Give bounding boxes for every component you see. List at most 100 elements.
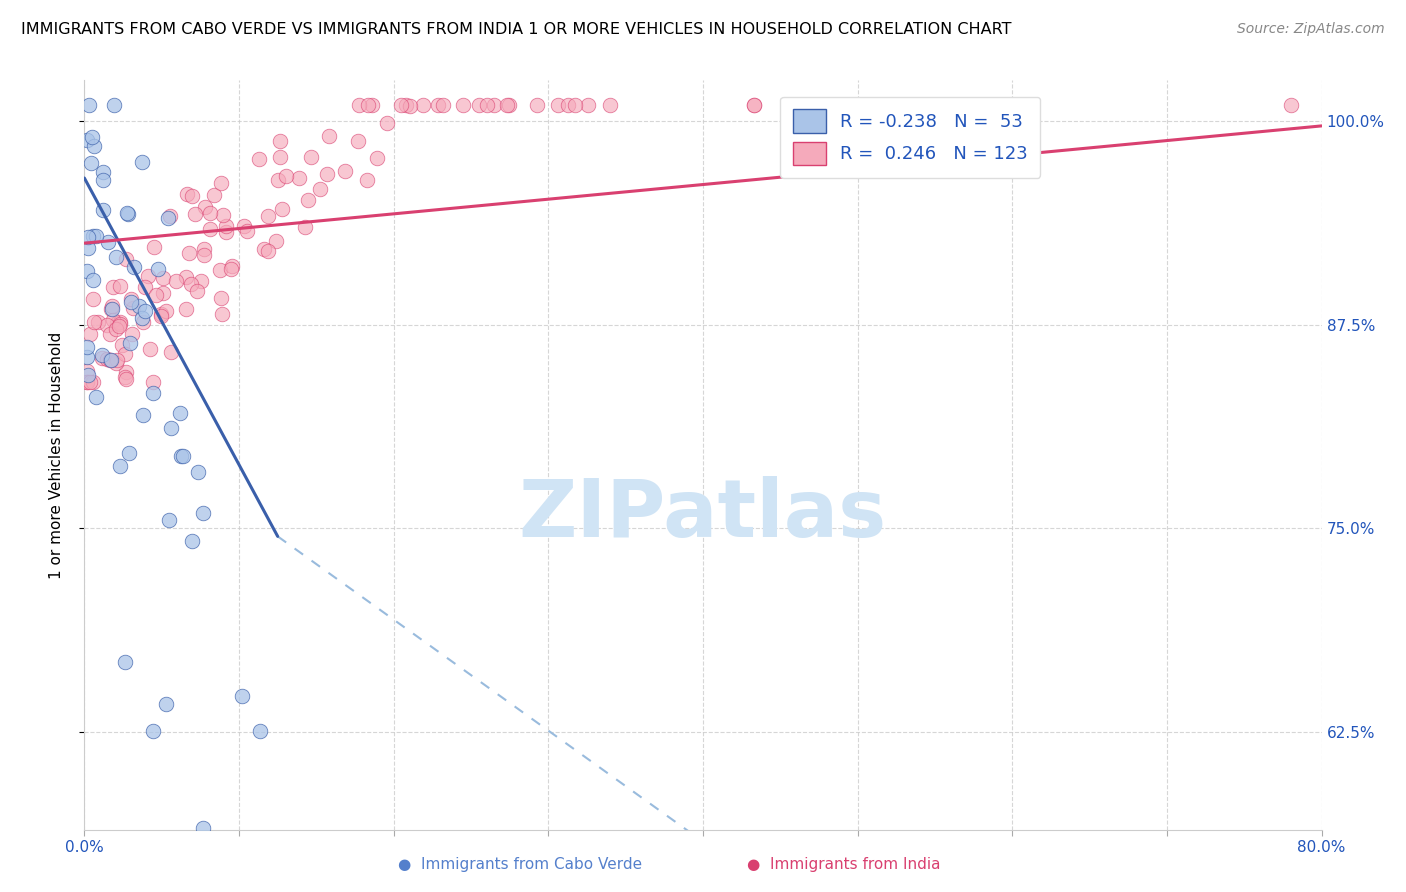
Point: [100, 352, 122, 367]
Point: [134, 304, 156, 318]
Point: [131, 311, 153, 326]
Point: [247, 153, 270, 167]
Point: [253, 242, 276, 256]
Point: [169, 406, 191, 420]
Point: [107, 319, 129, 334]
Point: [155, 304, 177, 318]
Point: [98, 327, 121, 342]
Point: [269, 135, 291, 149]
Point: [128, 299, 150, 313]
Point: [76, 132, 98, 146]
Text: Source: ZipAtlas.com: Source: ZipAtlas.com: [1237, 22, 1385, 37]
Point: [76, 364, 98, 378]
Point: [297, 193, 319, 207]
Point: [115, 206, 138, 220]
Point: [150, 309, 173, 323]
Point: [318, 128, 340, 143]
Point: [309, 182, 332, 196]
Point: [91, 165, 114, 179]
Point: [360, 97, 382, 112]
Point: [142, 239, 165, 253]
Point: [142, 375, 165, 389]
Point: [96, 318, 118, 332]
Point: [77, 241, 100, 255]
Point: [146, 262, 169, 277]
Point: [139, 342, 162, 356]
Point: [159, 209, 181, 223]
Point: [118, 445, 141, 459]
Point: [131, 315, 153, 329]
Point: [170, 449, 193, 463]
Point: [82, 292, 104, 306]
Point: [412, 97, 434, 112]
Point: [498, 97, 520, 112]
Point: [271, 202, 294, 216]
Point: [86, 228, 108, 243]
Point: [159, 421, 181, 435]
Point: [357, 97, 380, 112]
Point: [233, 219, 256, 234]
Point: [108, 314, 131, 328]
Point: [142, 386, 165, 401]
Point: [221, 259, 243, 273]
Point: [100, 302, 122, 317]
Point: [101, 299, 124, 313]
Point: [76, 341, 98, 355]
Point: [181, 189, 204, 203]
Point: [76, 350, 98, 364]
Point: [105, 316, 128, 330]
Point: [191, 822, 214, 836]
Point: [108, 458, 131, 473]
Point: [84, 391, 107, 405]
Point: [274, 169, 297, 183]
Point: [103, 312, 125, 326]
Point: [200, 205, 222, 219]
Point: [118, 335, 141, 350]
Point: [136, 268, 159, 283]
Point: [394, 97, 416, 112]
Point: [114, 365, 136, 379]
Point: [103, 97, 125, 112]
Point: [172, 449, 194, 463]
Text: ZIPatlas: ZIPatlas: [519, 475, 887, 554]
Point: [576, 97, 599, 112]
Point: [215, 219, 238, 233]
Point: [149, 307, 172, 321]
Point: [82, 273, 104, 287]
Point: [77, 97, 100, 112]
Point: [79, 375, 101, 389]
Point: [267, 172, 290, 186]
Point: [215, 226, 238, 240]
Point: [82, 130, 104, 145]
Point: [76, 375, 98, 389]
Point: [219, 262, 242, 277]
Point: [269, 150, 291, 164]
Text: ●  Immigrants from India: ● Immigrants from India: [747, 857, 941, 872]
Point: [294, 220, 316, 235]
Point: [236, 224, 259, 238]
Point: [117, 206, 139, 220]
Point: [399, 99, 422, 113]
Point: [299, 150, 322, 164]
Point: [190, 274, 212, 288]
Point: [193, 243, 215, 257]
Point: [375, 115, 398, 129]
Point: [91, 202, 114, 217]
Point: [105, 353, 128, 368]
Point: [93, 173, 115, 187]
Point: [96, 352, 118, 367]
Point: [120, 295, 142, 310]
Y-axis label: 1 or more Vehicles in Household: 1 or more Vehicles in Household: [49, 331, 63, 579]
Point: [366, 151, 388, 165]
Point: [110, 278, 132, 293]
Text: IMMIGRANTS FROM CABO VERDE VS IMMIGRANTS FROM INDIA 1 OR MORE VEHICLES IN HOUSEH: IMMIGRANTS FROM CABO VERDE VS IMMIGRANTS…: [21, 22, 1011, 37]
Point: [114, 347, 136, 361]
Point: [121, 327, 143, 342]
Point: [79, 326, 101, 341]
Point: [288, 170, 311, 185]
Point: [152, 285, 174, 300]
Point: [187, 465, 209, 479]
Point: [316, 167, 339, 181]
Point: [157, 513, 180, 527]
Point: [80, 156, 103, 170]
